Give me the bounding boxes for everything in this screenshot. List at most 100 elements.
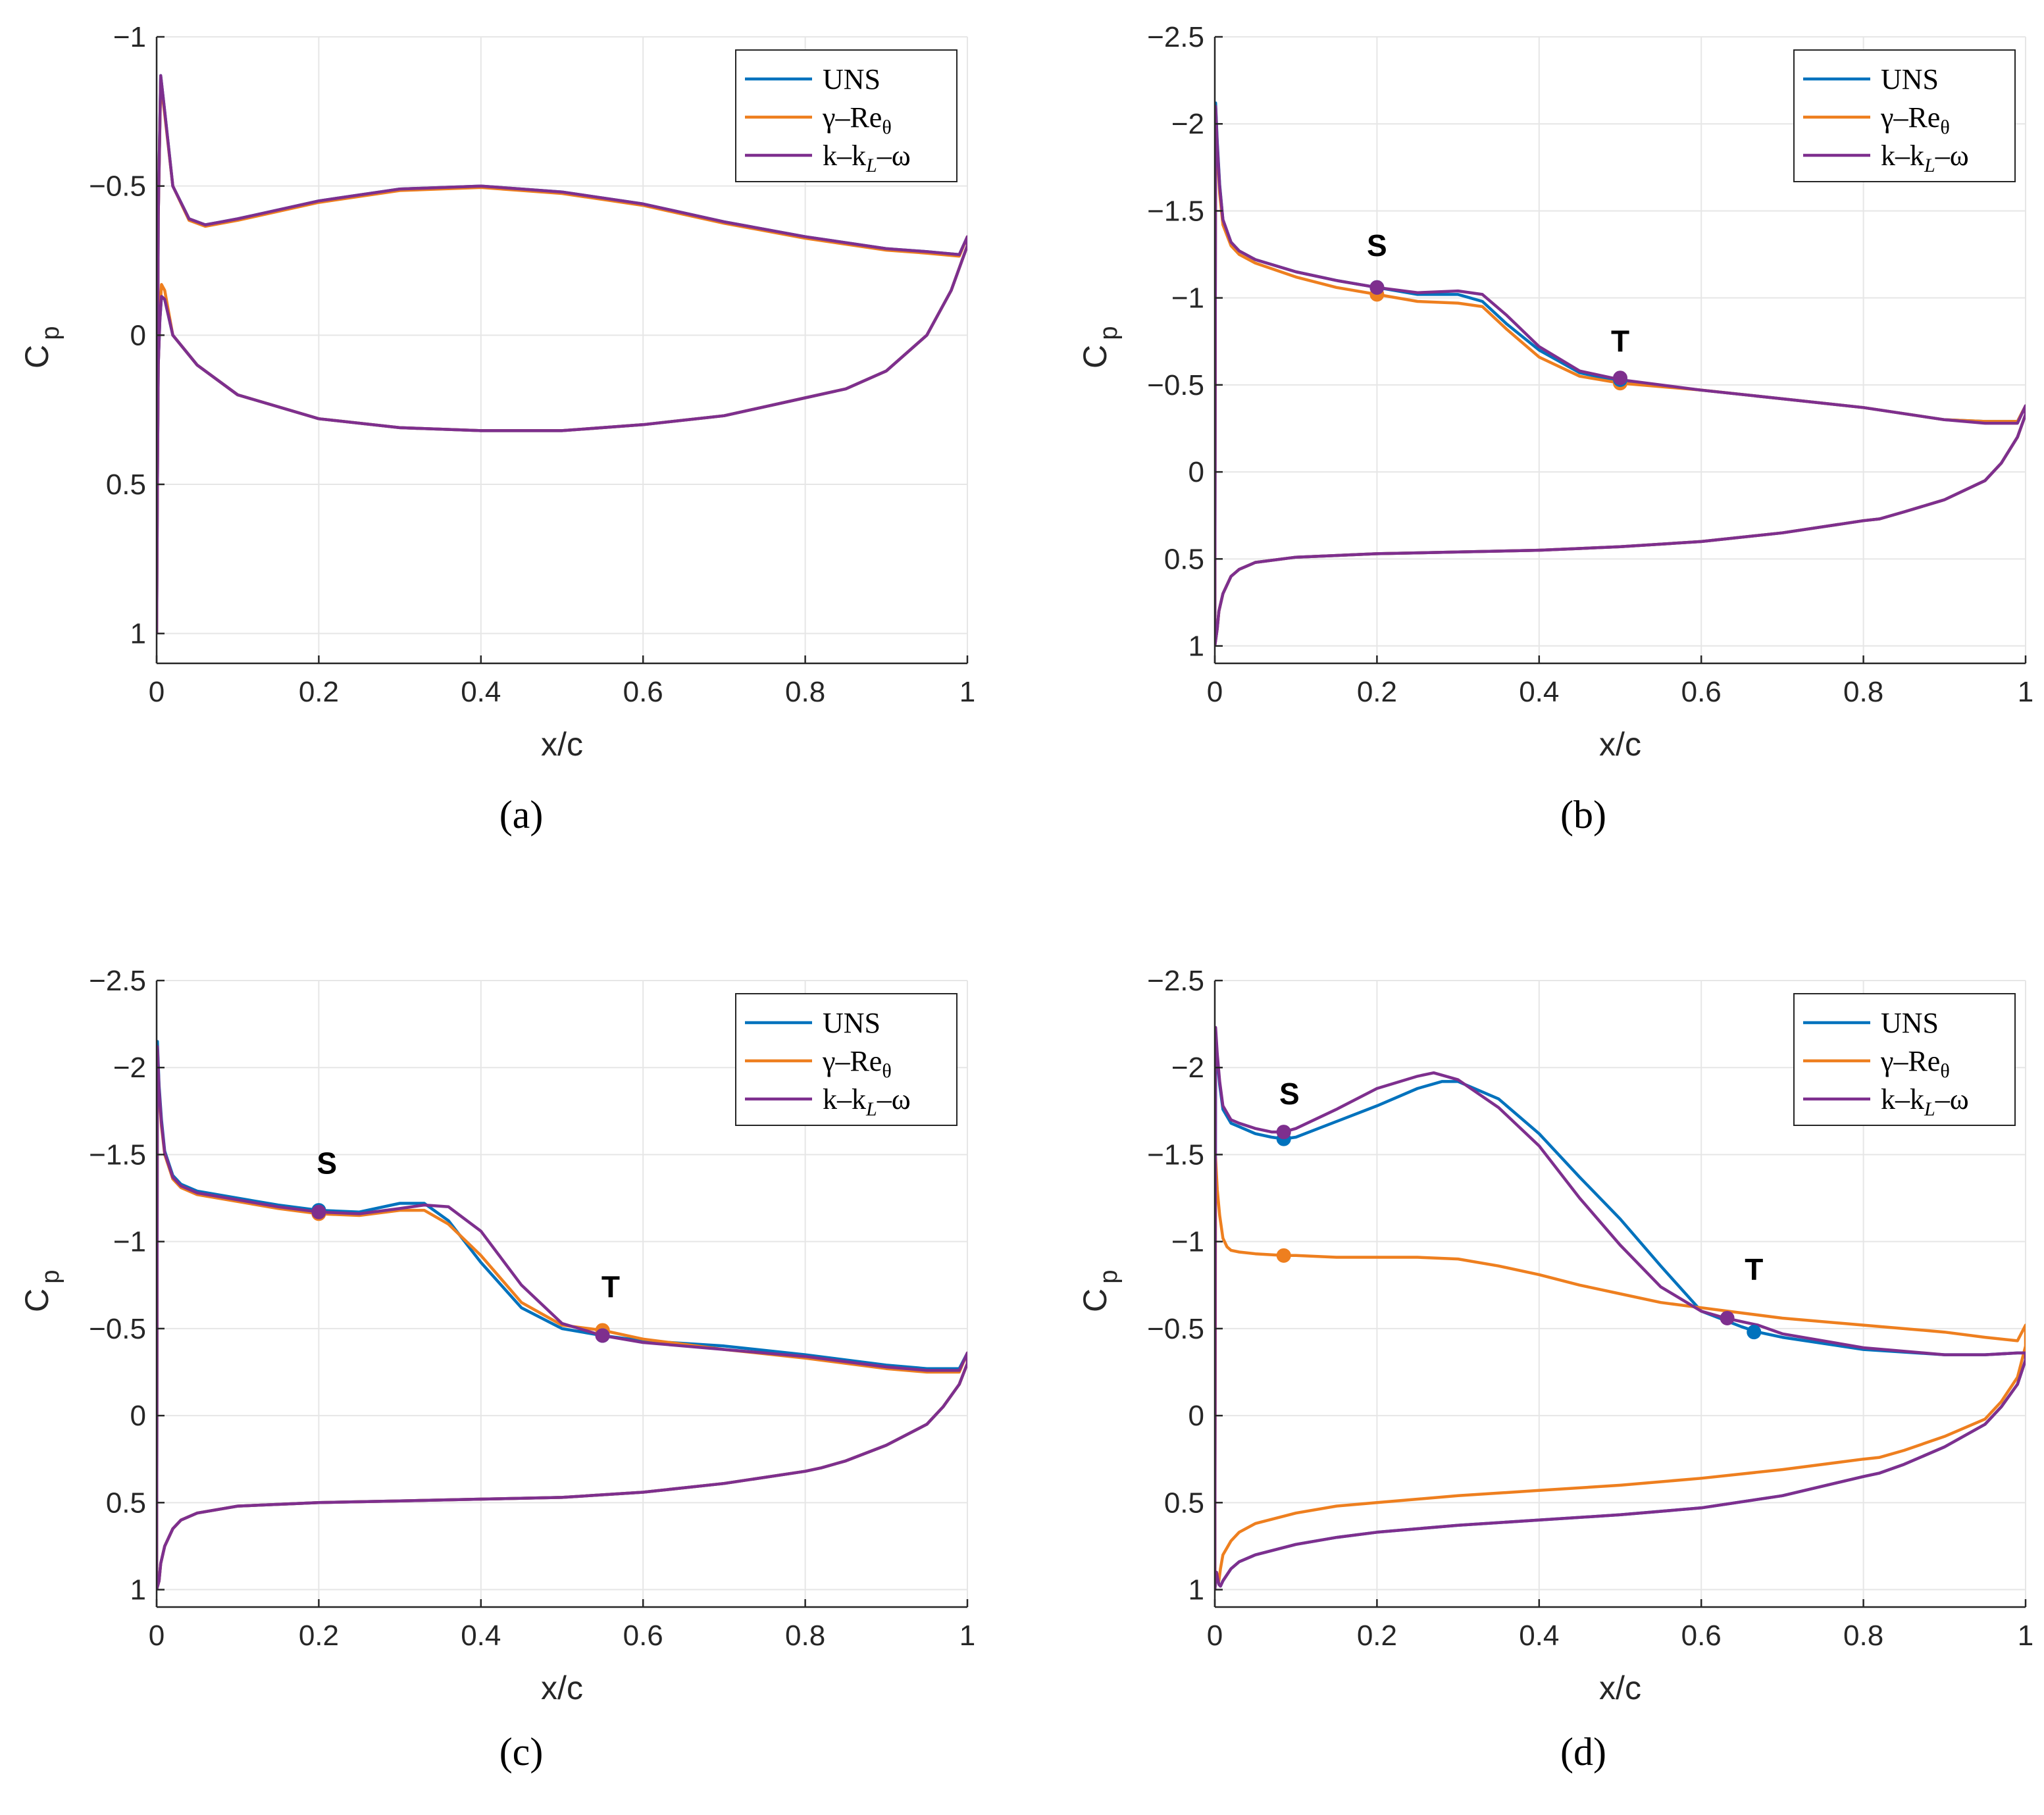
legend-label: k–kL–ω [1881,140,1969,176]
x-tick-label: 0.8 [1843,676,1883,708]
x-tick-label: 0.6 [1681,1620,1722,1652]
x-tick-label: 0.4 [1519,676,1559,708]
y-axis-label-main: C [1077,345,1113,369]
x-tick-label: 0.4 [461,1620,501,1652]
x-axis-label: x/c [1599,1670,1641,1706]
y-tick-label: −2.5 [89,965,146,997]
y-tick-label: 1 [1188,1574,1204,1606]
y-axis-label-subscript: p [37,1269,64,1283]
y-axis-label-main: C [1077,1289,1113,1312]
y-tick-label: 1 [130,1574,146,1606]
x-tick-label: 0.2 [299,1620,339,1652]
y-axis-label: Cp [1077,326,1123,369]
legend-label: γ–Reθ [822,1045,892,1082]
data-marker [1369,280,1385,295]
annotation-label: S [1279,1077,1300,1111]
legend-label: γ–Reθ [822,101,892,138]
y-axis-label-subscript: p [1095,326,1123,340]
x-tick-label: 0.8 [1843,1620,1883,1652]
panel-caption: (a) [499,793,544,836]
y-tick-label: −0.5 [1147,1313,1204,1345]
y-tick-label: −0.5 [89,170,146,203]
y-tick-label: −0.5 [89,1313,146,1345]
legend-label: γ–Reθ [1880,1045,1950,1082]
x-tick-label: 1 [959,676,975,708]
legend-label: k–kL–ω [823,1083,911,1120]
y-tick-label: 0 [130,319,146,351]
data-marker [595,1328,610,1343]
x-tick-label: 1 [2018,1620,2033,1652]
legend-label: UNS [1881,63,1939,95]
series-line-kkl [157,74,967,634]
data-marker [1747,1325,1762,1340]
panel-b: S T 0 0.2 0.4 0.6 0.8 1 −2.5 −2 −1.5 −1 −0.5 0 0.5 1 x/c… [1077,21,2033,836]
legend-box [735,993,958,1126]
y-axis-label-main: C [18,345,55,369]
x-tick-label: 0.6 [623,676,663,708]
x-tick-label: 0.4 [1519,1620,1559,1652]
x-tick-label: 0.2 [1357,1620,1397,1652]
data-marker [1613,371,1627,386]
x-tick-label: 0 [1207,676,1223,708]
x-tick-label: 0.2 [1357,676,1397,708]
y-axis-label: Cp [18,326,64,369]
x-tick-label: 0.4 [461,676,501,708]
x-tick-label: 0.6 [623,1620,663,1652]
y-tick-label: 0 [130,1400,146,1432]
y-tick-label: 1 [130,618,146,650]
panel-caption: (c) [499,1730,544,1774]
legend-label: UNS [823,1007,881,1039]
data-marker [1276,1125,1291,1140]
panel-caption: (d) [1560,1730,1606,1774]
series-line-kkl [1215,105,2026,646]
y-tick-label: −1 [113,1226,146,1258]
data-marker [1276,1248,1291,1263]
panel-a: 0 0.2 0.4 0.6 0.8 1 −1 −0.5 0 0.5 1 x/c Cp UNS γ–Reθk–… [18,21,975,836]
x-tick-label: 0.6 [1681,676,1722,708]
y-axis-label-subscript: p [37,326,64,340]
x-axis-label: x/c [541,1670,583,1706]
y-axis-label: Cp [18,1269,64,1312]
x-tick-label: 0.2 [299,676,339,708]
y-tick-label: −1.5 [1147,195,1204,227]
x-tick-label: 1 [2018,676,2033,708]
x-axis-label: x/c [1599,726,1641,763]
series-line-kkl [157,1045,967,1591]
x-tick-label: 1 [959,1620,975,1652]
x-tick-label: 0 [149,1620,165,1652]
data-marker [1720,1311,1735,1326]
legend-label: UNS [1881,1007,1939,1039]
x-tick-label: 0.8 [785,676,825,708]
y-tick-label: 1 [1188,630,1204,663]
y-tick-label: 0.5 [106,469,146,501]
series-line-gamma [1215,1156,2026,1590]
annotation-label: S [317,1146,337,1181]
x-axis-label: x/c [541,726,583,763]
y-tick-label: −2 [1171,108,1204,140]
annotation-label: T [1745,1252,1763,1287]
y-axis-label: Cp [1077,1269,1123,1312]
y-tick-label: −2.5 [1147,965,1204,997]
y-tick-label: −2 [113,1052,146,1084]
y-tick-label: −2.5 [1147,21,1204,53]
y-tick-label: 0.5 [1164,543,1204,575]
y-tick-label: −2 [1171,1052,1204,1084]
y-tick-label: −1 [1171,282,1204,315]
panel-caption: (b) [1560,793,1606,836]
y-tick-label: −0.5 [1147,369,1204,401]
annotation-label: S [1367,228,1387,263]
legend-label: UNS [823,63,881,95]
panel-c: S T 0 0.2 0.4 0.6 0.8 1 −2.5 −2 −1.5 −1 −0.5 0 0.5 1 x/c… [18,965,975,1774]
legend-label: k–kL–ω [823,140,911,176]
panel-d: S T 0 0.2 0.4 0.6 0.8 1 −2.5 −2 −1.5 −1 −0.5 0 0.5 1 x/c… [1077,965,2033,1774]
y-tick-label: 0.5 [106,1487,146,1519]
legend-label: k–kL–ω [1881,1083,1969,1120]
data-marker [311,1204,326,1219]
annotation-label: T [601,1269,620,1304]
y-tick-label: 0 [1188,456,1204,488]
y-tick-label: −1 [1171,1226,1204,1258]
y-axis-label-main: C [18,1289,55,1312]
y-axis-label-subscript: p [1095,1269,1123,1283]
y-tick-label: 0 [1188,1400,1204,1432]
